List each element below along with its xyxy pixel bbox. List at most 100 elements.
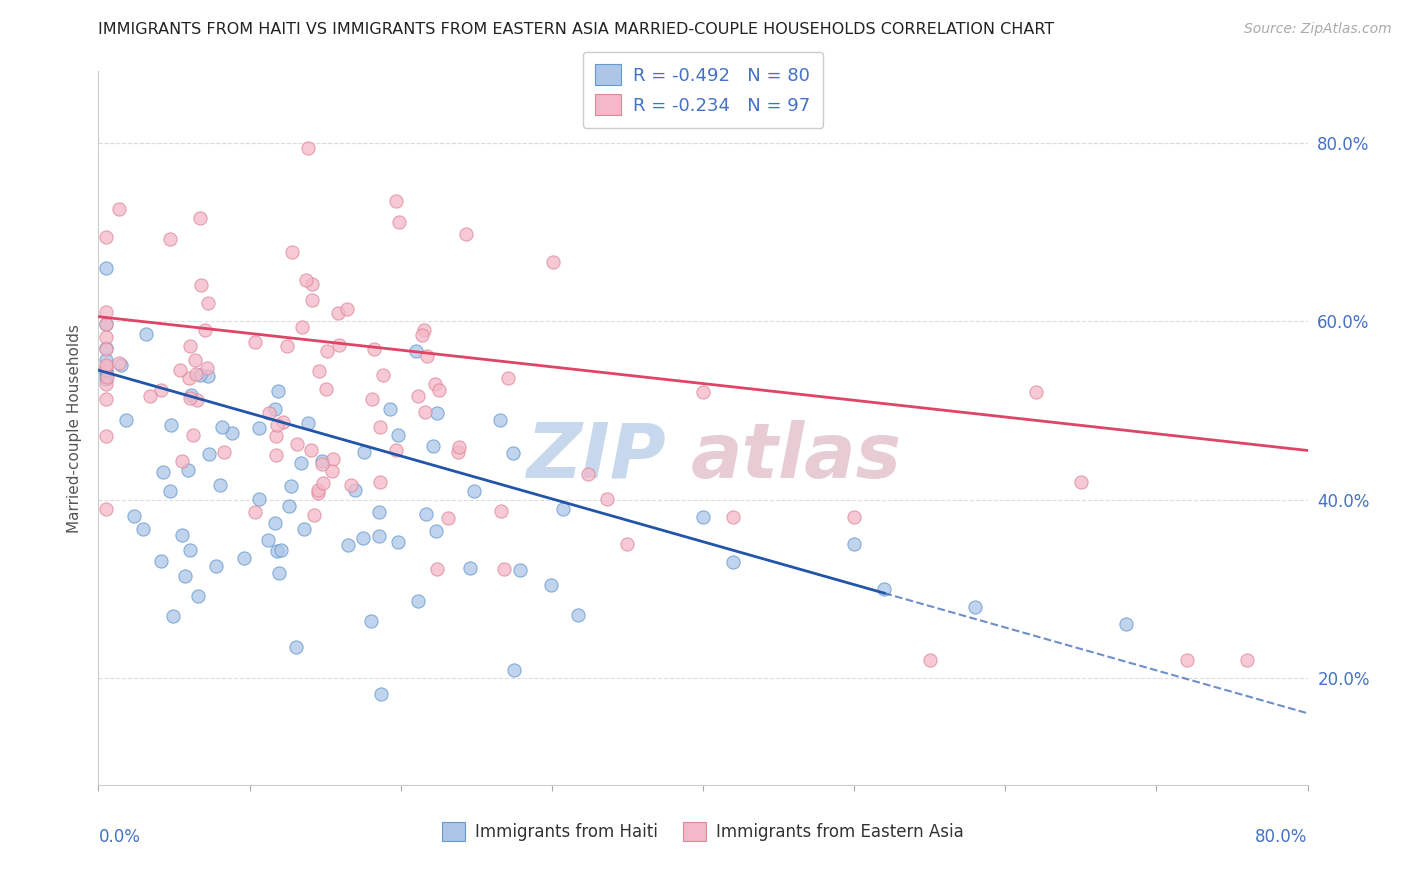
Point xyxy=(387,428,409,442)
Point xyxy=(180,387,202,401)
Point xyxy=(245,335,267,350)
Point xyxy=(291,319,314,334)
Point xyxy=(361,392,384,406)
Point xyxy=(723,510,745,524)
Point xyxy=(267,566,290,580)
Point xyxy=(454,227,477,242)
Point xyxy=(553,501,575,516)
Point xyxy=(247,492,270,507)
Point xyxy=(197,369,219,384)
Point xyxy=(311,457,333,471)
Point xyxy=(184,352,207,367)
Point xyxy=(94,317,117,331)
Point xyxy=(266,384,288,398)
Point xyxy=(368,420,391,434)
Text: IMMIGRANTS FROM HAITI VS IMMIGRANTS FROM EASTERN ASIA MARRIED-COUPLE HOUSEHOLDS : IMMIGRANTS FROM HAITI VS IMMIGRANTS FROM… xyxy=(98,22,1054,37)
Point xyxy=(108,202,131,217)
Point xyxy=(170,528,193,542)
Point xyxy=(188,368,211,382)
Point xyxy=(94,230,117,244)
Point xyxy=(179,543,201,558)
Point xyxy=(353,445,375,459)
Point xyxy=(322,452,344,467)
Point xyxy=(280,244,302,259)
Point xyxy=(233,550,256,565)
Point xyxy=(307,486,329,500)
Point xyxy=(299,443,322,458)
Point xyxy=(94,368,117,383)
Point xyxy=(509,563,531,577)
Point xyxy=(370,687,392,701)
Point xyxy=(567,608,589,623)
Point xyxy=(276,339,298,353)
Point xyxy=(311,454,333,468)
Text: ZIP: ZIP xyxy=(527,420,666,493)
Point xyxy=(316,343,339,358)
Point xyxy=(918,653,941,667)
Point xyxy=(423,376,446,391)
Point xyxy=(301,293,323,307)
Point xyxy=(326,306,349,320)
Point xyxy=(94,365,117,379)
Point xyxy=(385,194,408,208)
Point xyxy=(159,232,181,246)
Point xyxy=(108,356,131,370)
Point xyxy=(844,510,866,524)
Point xyxy=(94,360,117,375)
Point xyxy=(162,608,184,623)
Point xyxy=(195,361,218,376)
Text: atlas: atlas xyxy=(690,420,903,493)
Point xyxy=(415,349,437,363)
Text: 0.0%: 0.0% xyxy=(98,828,141,846)
Point xyxy=(873,582,896,596)
Point xyxy=(411,327,433,342)
Point xyxy=(385,443,408,458)
Point xyxy=(427,383,450,397)
Point xyxy=(494,562,516,576)
Point xyxy=(458,561,481,575)
Point xyxy=(496,371,519,385)
Point xyxy=(844,537,866,551)
Point xyxy=(413,323,436,337)
Point xyxy=(297,416,319,430)
Point xyxy=(96,370,118,384)
Point xyxy=(205,558,228,573)
Point xyxy=(221,426,243,441)
Point xyxy=(502,446,524,460)
Point xyxy=(371,368,394,382)
Point xyxy=(198,448,221,462)
Point xyxy=(94,502,117,516)
Point xyxy=(211,419,233,434)
Point xyxy=(370,475,392,489)
Point xyxy=(387,215,409,229)
Point xyxy=(187,589,209,603)
Point xyxy=(1236,653,1258,667)
Point xyxy=(150,554,173,568)
Point xyxy=(160,417,183,432)
Point xyxy=(245,505,267,519)
Point xyxy=(266,544,288,558)
Point xyxy=(179,371,201,385)
Point xyxy=(328,338,350,352)
Point xyxy=(159,484,181,499)
Point xyxy=(208,477,231,491)
Point xyxy=(295,273,318,287)
Point xyxy=(285,640,308,654)
Point xyxy=(292,522,315,536)
Point xyxy=(94,372,117,386)
Point xyxy=(149,383,172,397)
Point xyxy=(463,483,485,498)
Point xyxy=(139,389,162,403)
Point xyxy=(540,578,562,592)
Point xyxy=(363,343,385,357)
Point xyxy=(285,437,308,451)
Point xyxy=(179,339,201,353)
Point xyxy=(277,499,299,513)
Point xyxy=(541,255,564,269)
Point xyxy=(263,402,285,417)
Point xyxy=(257,533,280,547)
Point xyxy=(723,555,745,569)
Point xyxy=(172,454,194,468)
Point xyxy=(270,542,292,557)
Point xyxy=(297,141,319,155)
